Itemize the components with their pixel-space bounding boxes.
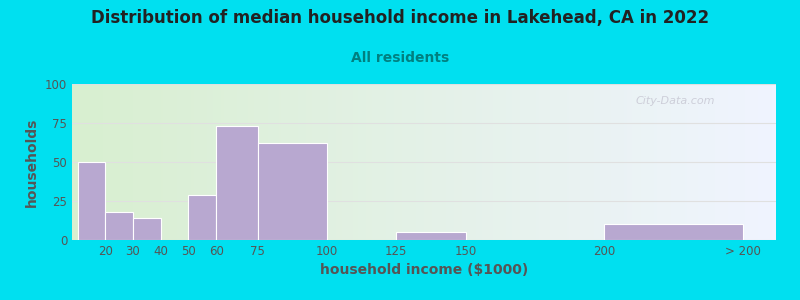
- Bar: [133, 218, 161, 240]
- Bar: [216, 126, 258, 240]
- Bar: [396, 232, 466, 240]
- X-axis label: household income ($1000): household income ($1000): [320, 263, 528, 278]
- Y-axis label: households: households: [26, 117, 39, 207]
- Text: Distribution of median household income in Lakehead, CA in 2022: Distribution of median household income …: [91, 9, 709, 27]
- Bar: [106, 212, 133, 240]
- Text: All residents: All residents: [351, 51, 449, 65]
- Bar: [258, 143, 327, 240]
- Bar: [189, 195, 216, 240]
- Bar: [78, 162, 106, 240]
- Text: City-Data.com: City-Data.com: [635, 97, 714, 106]
- Bar: [604, 224, 742, 240]
